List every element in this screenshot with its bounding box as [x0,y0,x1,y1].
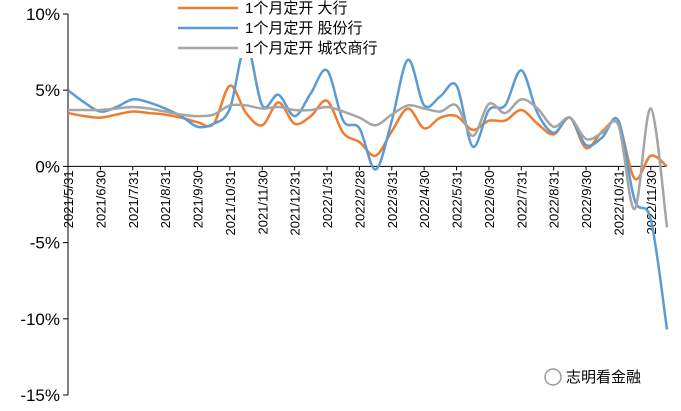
x-tick-label: 2022/7/31 [514,170,529,228]
x-tick-label: 2022/9/30 [579,170,594,228]
y-tick-label: 0% [35,157,60,176]
legend-label: 1个月定开 股份行 [245,20,363,37]
y-tick-label: -15% [20,386,60,405]
x-tick-label: 2021/9/30 [191,170,206,228]
x-tick-label: 2022/5/31 [450,170,465,228]
x-tick-label: 2021/7/31 [126,170,141,228]
y-tick-label: 5% [35,81,60,100]
x-tick-label: 2022/6/30 [482,170,497,228]
x-tick-label: 2021/10/31 [223,170,238,235]
series-line [67,98,669,228]
legend: 1个月定开 大行 1个月定开 股份行 1个月定开 城农商行 [172,0,422,58]
y-tick-label: 10% [26,5,60,24]
plot-area: -15% -10% -5% 0% 5% 10% 2021/5/31 2021/6/30 2021… [20,5,669,405]
watermark-icon [544,368,562,386]
x-tick-label: 2022/2/28 [352,170,367,228]
series-line [67,84,668,181]
watermark: 志明看金融 [544,368,641,386]
y-tick-label: -5% [30,234,60,253]
y-tick-label: -10% [20,310,60,329]
x-tick-label: 2021/12/31 [288,170,303,235]
legend-label: 1个月定开 大行 [245,0,348,17]
x-tick-label: 2021/8/31 [158,170,173,228]
x-tick-label: 2022/8/31 [547,170,562,228]
x-tick-label: 2021/11/30 [255,170,270,234]
x-tick-label: 2022/4/30 [417,170,432,228]
watermark-text: 志明看金融 [566,369,641,386]
x-tick-label: 2021/6/30 [93,170,108,228]
x-tick-label: 2022/10/31 [611,170,626,235]
x-tick-label: 2022/11/30 [644,170,659,234]
x-tick-label: 2022/3/31 [385,170,400,228]
legend-label: 1个月定开 城农商行 [245,40,378,57]
x-tick-label: 2022/1/31 [320,170,335,228]
x-tick-label: 2021/5/31 [61,170,76,228]
